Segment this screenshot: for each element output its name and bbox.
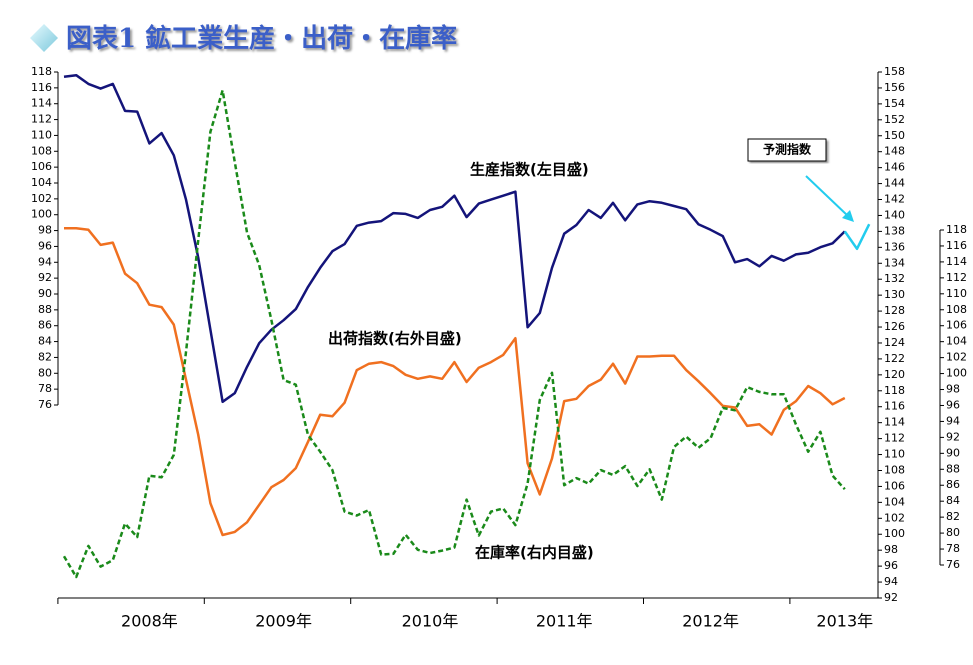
x-tick-label: 2010年	[402, 612, 459, 631]
y-tick-label: 76	[946, 558, 960, 571]
y-tick-label: 104	[946, 335, 967, 348]
y-tick-label: 150	[884, 129, 905, 142]
series-line	[64, 226, 846, 537]
y-tick-label: 128	[884, 304, 905, 317]
y-tick-label: 100	[946, 367, 967, 380]
series-label: 在庫率(右内目盛)	[475, 544, 594, 562]
x-tick-label: 2013年	[816, 612, 873, 631]
series-line	[843, 223, 871, 251]
y-tick-label: 130	[884, 288, 905, 301]
y-tick-label: 80	[38, 366, 52, 379]
y-tick-label: 124	[884, 336, 905, 349]
y-tick-label: 112	[946, 271, 967, 284]
y-tick-label: 108	[884, 463, 905, 476]
y-tick-label: 98	[946, 383, 960, 396]
y-tick-label: 140	[884, 208, 905, 221]
y-tick-label: 116	[946, 239, 967, 252]
y-tick-label: 86	[946, 478, 960, 491]
y-tick-label: 104	[31, 176, 52, 189]
y-tick-label: 92	[884, 591, 898, 604]
y-tick-label: 102	[884, 511, 905, 524]
x-tick-label: 2012年	[682, 612, 739, 631]
y-tick-label: 114	[31, 97, 52, 110]
y-tick-label: 82	[38, 350, 52, 363]
y-tick-label: 122	[884, 352, 905, 365]
y-tick-label: 98	[38, 224, 52, 237]
callout-box	[747, 138, 827, 162]
y-tick-label: 106	[884, 479, 905, 492]
y-tick-label: 82	[946, 510, 960, 523]
series-label: 予測指数	[763, 142, 812, 157]
y-tick-label: 80	[946, 526, 960, 539]
y-tick-label: 118	[31, 65, 52, 78]
y-tick-label: 114	[946, 255, 967, 268]
callout-arrowhead	[842, 210, 854, 222]
y-tick-label: 112	[31, 113, 52, 126]
x-tick-label: 2008年	[121, 612, 178, 631]
y-tick-label: 96	[38, 239, 52, 252]
y-tick-label: 118	[884, 384, 905, 397]
y-tick-label: 110	[946, 287, 967, 300]
y-tick-label: 88	[946, 462, 960, 475]
y-tick-label: 110	[884, 448, 905, 461]
y-tick-label: 104	[884, 495, 905, 508]
y-tick-label: 120	[884, 368, 905, 381]
y-tick-label: 110	[31, 128, 52, 141]
y-tick-label: 152	[884, 113, 905, 126]
series-label: 生産指数(左目盛)	[470, 161, 589, 179]
y-tick-label: 92	[38, 271, 52, 284]
y-tick-label: 100	[31, 208, 52, 221]
y-tick-label: 158	[884, 65, 905, 78]
y-tick-label: 90	[38, 287, 52, 300]
y-tick-label: 96	[946, 398, 960, 411]
y-tick-label: 116	[884, 400, 905, 413]
y-tick-label: 78	[946, 542, 960, 555]
y-tick-label: 136	[884, 240, 905, 253]
y-tick-label: 84	[38, 335, 52, 348]
series-line	[63, 73, 846, 404]
y-tick-label: 90	[946, 446, 960, 459]
y-tick-label: 134	[884, 256, 905, 269]
title-icon	[30, 24, 58, 52]
y-tick-label: 138	[884, 224, 905, 237]
y-tick-label: 144	[884, 177, 905, 190]
y-tick-label: 94	[884, 575, 898, 588]
y-tick-label: 96	[884, 559, 898, 572]
x-tick-label: 2009年	[255, 612, 312, 631]
y-tick-label: 146	[884, 161, 905, 174]
callout-arrow	[805, 175, 849, 217]
y-tick-label: 142	[884, 193, 905, 206]
y-tick-label: 112	[884, 432, 905, 445]
y-tick-label: 156	[884, 81, 905, 94]
series-label: 出荷指数(右外目盛)	[328, 330, 462, 348]
y-tick-label: 116	[31, 81, 52, 94]
y-tick-label: 92	[946, 430, 960, 443]
y-tick-label: 102	[946, 351, 967, 364]
y-tick-label: 126	[884, 320, 905, 333]
y-tick-label: 102	[31, 192, 52, 205]
y-tick-label: 106	[946, 319, 967, 332]
y-tick-label: 132	[884, 272, 905, 285]
y-tick-label: 108	[946, 303, 967, 316]
y-tick-label: 98	[884, 543, 898, 556]
y-tick-label: 118	[946, 223, 967, 236]
y-tick-label: 106	[31, 160, 52, 173]
y-tick-label: 108	[31, 144, 52, 157]
series-line	[62, 89, 846, 579]
y-tick-label: 94	[38, 255, 52, 268]
y-tick-label: 100	[884, 527, 905, 540]
y-tick-label: 94	[946, 414, 960, 427]
chart-title: 図表1 鉱工業生産・出荷・在庫率	[66, 23, 457, 54]
y-tick-label: 148	[884, 145, 905, 158]
y-tick-label: 86	[38, 319, 52, 332]
y-tick-label: 84	[946, 494, 960, 507]
y-tick-label: 76	[38, 398, 52, 411]
y-tick-label: 154	[884, 97, 905, 110]
y-tick-label: 114	[884, 416, 905, 429]
x-tick-label: 2011年	[536, 612, 593, 631]
y-tick-label: 78	[38, 382, 52, 395]
y-tick-label: 88	[38, 303, 52, 316]
